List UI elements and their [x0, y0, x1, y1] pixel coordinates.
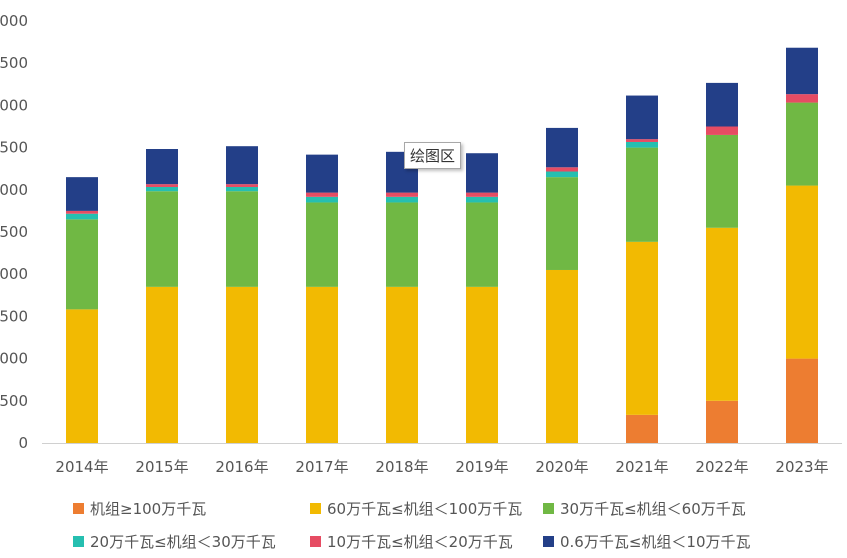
y-tick-label: 500	[0, 54, 28, 72]
y-tick-label: 000	[0, 265, 28, 283]
bar-segment	[546, 127, 578, 168]
legend-label: 60万千瓦≤机组＜100万千瓦	[327, 500, 523, 518]
legend-item: 30万千瓦≤机组＜60万千瓦	[543, 498, 746, 519]
bar-segment	[66, 210, 98, 214]
x-tick-label: 2016年	[215, 458, 268, 476]
bar-segment	[146, 286, 178, 443]
bar-segment	[786, 47, 818, 95]
y-tick-label: 000	[0, 96, 28, 114]
bar-segment	[706, 227, 738, 401]
legend-label: 10万千瓦≤机组＜20万千瓦	[327, 533, 513, 551]
legend-swatch	[310, 503, 321, 514]
bar-segment	[386, 192, 418, 197]
y-tick-label: 500	[0, 223, 28, 241]
bar-segment	[466, 286, 498, 443]
bar-segment	[626, 147, 658, 242]
bar-segment	[546, 167, 578, 172]
bar-segment	[306, 202, 338, 287]
legend-label: 机组≥100万千瓦	[90, 500, 207, 518]
bar-segment	[306, 154, 338, 193]
legend-item: 20万千瓦≤机组＜30万千瓦	[73, 531, 276, 552]
legend-label: 30万千瓦≤机组＜60万千瓦	[560, 500, 746, 518]
y-tick-label: 000	[0, 12, 28, 30]
legend-swatch	[310, 536, 321, 547]
bar-segment	[786, 102, 818, 186]
bar-segment	[546, 177, 578, 270]
bar-segment	[306, 196, 338, 203]
y-tick-label: 000	[0, 181, 28, 199]
bar-segment	[626, 95, 658, 140]
bar-segment	[146, 184, 178, 187]
bar-segment	[466, 196, 498, 203]
bar-segment	[546, 269, 578, 443]
legend-swatch	[543, 503, 554, 514]
bar-segment	[706, 126, 738, 135]
x-tick-label: 2020年	[535, 458, 588, 476]
bar-segment	[466, 192, 498, 197]
y-tick-label: 500	[0, 139, 28, 157]
y-tick-label: 000	[0, 350, 28, 368]
legend-label: 0.6万千瓦≤机组＜10万千瓦	[560, 533, 751, 551]
bar-segment	[786, 94, 818, 103]
bar-segment	[226, 191, 258, 287]
bar-segment	[306, 286, 338, 443]
bar-segment	[706, 82, 738, 127]
bar-segment	[706, 400, 738, 443]
y-tick-label: 0	[18, 434, 28, 452]
bar-segment	[386, 202, 418, 287]
x-tick-label: 2023年	[775, 458, 828, 476]
bar-segment	[226, 184, 258, 187]
bar-segment	[626, 139, 658, 142]
bar-segment	[226, 186, 258, 192]
x-tick-label: 2022年	[695, 458, 748, 476]
chart-plot: 0 500 000 500 000 500 000 500 000 500 000 2014年 2015…	[0, 12, 842, 476]
bar-segment	[226, 146, 258, 185]
bar-segment	[146, 191, 178, 287]
legend-item: 60万千瓦≤机组＜100万千瓦	[310, 498, 522, 519]
bar-segment	[786, 185, 818, 359]
bar-segment	[226, 286, 258, 443]
bar-segment	[706, 134, 738, 228]
bar-segment	[786, 358, 818, 443]
bar-segment	[386, 196, 418, 203]
x-tick-label: 2015年	[135, 458, 188, 476]
legend-label: 20万千瓦≤机组＜30万千瓦	[90, 533, 276, 551]
bar-segment	[386, 286, 418, 443]
bar-segment	[626, 414, 658, 443]
y-tick-label: 500	[0, 392, 28, 410]
bar-segment	[66, 177, 98, 211]
legend-item: 10万千瓦≤机组＜20万千瓦	[310, 531, 513, 552]
x-tick-label: 2021年	[615, 458, 668, 476]
bar-segment	[466, 202, 498, 287]
bar-segment	[306, 192, 338, 197]
legend-swatch	[73, 536, 84, 547]
y-tick-label: 500	[0, 307, 28, 325]
legend-item: 0.6万千瓦≤机组＜10万千瓦	[543, 531, 751, 552]
bar-segment	[146, 149, 178, 185]
bar-segment	[546, 171, 578, 178]
chart-legend: 机组≥100万千瓦 60万千瓦≤机组＜100万千瓦 30万千瓦≤机组＜60万千瓦 20…	[0, 494, 847, 556]
bar-segment	[146, 186, 178, 192]
bar-segment	[466, 153, 498, 193]
bar-segment	[626, 241, 658, 415]
x-tick-label: 2017年	[295, 458, 348, 476]
bar-segment	[66, 213, 98, 220]
legend-swatch	[543, 536, 554, 547]
bar-segment	[66, 309, 98, 443]
bar-segment	[626, 141, 658, 148]
x-tick-label: 2019年	[455, 458, 508, 476]
legend-item: 机组≥100万千瓦	[73, 498, 206, 519]
legend-swatch	[73, 503, 84, 514]
plot-area-tooltip: 绘图区	[404, 142, 462, 169]
x-tick-label: 2014年	[55, 458, 108, 476]
x-tick-label: 2018年	[375, 458, 428, 476]
bar-segment	[66, 219, 98, 310]
